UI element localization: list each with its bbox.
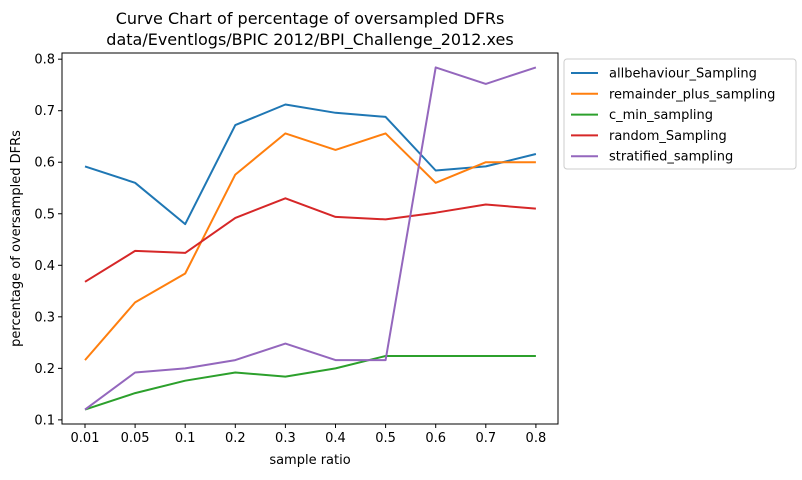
x-tick-label: 0.2 [225,431,246,446]
y-tick-label: 0.1 [34,413,55,428]
legend-frame [563,58,797,170]
legend-label-c-min-sampling: c_min_sampling [609,108,713,123]
series-line-remainder-plus-sampling [84,132,536,361]
x-tick-label: 0.1 [175,431,196,446]
x-axis-label: sample ratio [269,453,350,468]
series-line-allbehaviour-sampling [84,103,537,226]
y-tick-label: 0.2 [34,362,55,377]
x-tick-label: 0.8 [526,431,547,446]
series-line-random-sampling [84,197,536,283]
chart-title-line1: Curve Chart of percentage of oversampled… [116,9,505,28]
series-layer [84,66,537,411]
y-tick-label: 0.3 [34,310,55,325]
x-tick-label: 0.5 [375,431,396,446]
x-tick-label: 0.6 [425,431,446,446]
x-tick-label: 0.3 [275,431,296,446]
y-tick-label: 0.5 [34,207,55,222]
chart-title-line2: data/Eventlogs/BPIC 2012/BPI_Challenge_2… [106,30,513,50]
x-axis: 0.01 0.05 0.1 0.2 0.3 0.4 0.5 0.6 0.7 0.8 [71,424,547,446]
x-tick-label: 0.7 [475,431,496,446]
series-line-stratified-sampling [84,66,537,411]
y-tick-label: 0.7 [34,104,55,119]
y-tick-label: 0.4 [34,259,55,274]
y-axis: 0.1 0.2 0.3 0.4 0.5 0.6 0.7 0.8 [34,53,62,428]
y-tick-label: 0.8 [34,53,55,68]
plot-background [62,53,558,424]
series-line-c-min-sampling [84,355,536,411]
y-tick-label: 0.6 [34,156,55,171]
x-tick-label: 0.01 [71,431,100,446]
legend-label-random-sampling: random_Sampling [609,129,727,144]
y-axis-label: percentage of oversampled DFRs [9,130,24,347]
x-tick-label: 0.4 [325,431,346,446]
plot-area [61,52,559,425]
legend-label-remainder-plus-sampling: remainder_plus_sampling [609,87,775,102]
plot-frame [61,52,559,425]
legend: allbehaviour_Sampling remainder_plus_samp… [563,58,797,170]
legend-label-allbehaviour-sampling: allbehaviour_Sampling [609,67,757,82]
legend-label-stratified-sampling: stratified_sampling [609,150,733,165]
x-tick-label: 0.05 [121,431,150,446]
